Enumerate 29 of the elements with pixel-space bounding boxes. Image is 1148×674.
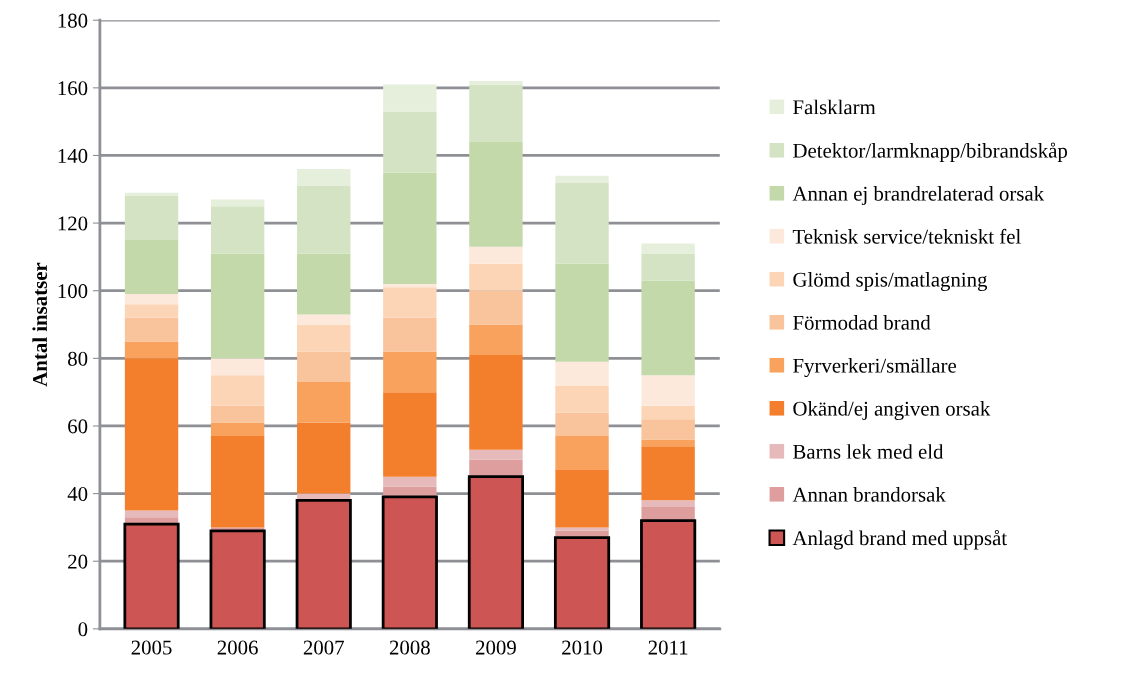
y-tick-label: 60 <box>68 419 88 434</box>
y-axis-title: Antal insatser <box>32 262 48 387</box>
legend-label: Barns lek med eld <box>793 444 944 459</box>
x-tick-label: 2007 <box>303 640 344 655</box>
legend-label: Teknisk service/tekniskt fel <box>792 228 1021 244</box>
legend-label: Falsklarm <box>793 99 876 115</box>
y-tick-label: 100 <box>58 284 88 299</box>
x-tick-label: 2011 <box>648 640 688 655</box>
x-tick-label: 2009 <box>476 640 516 655</box>
x-tick-label: 2006 <box>217 640 258 655</box>
legend-label: Annan brandorsak <box>792 487 946 502</box>
legend-label: Fyrverkeri/smällare <box>793 358 957 378</box>
legend-label: Detektor/larmknapp/bibrandskåp <box>793 142 1068 163</box>
y-tick-label: 20 <box>68 554 88 569</box>
y-tick-label: 120 <box>58 216 88 231</box>
x-tick-label: 2005 <box>131 640 172 655</box>
y-tick-label: 140 <box>58 148 88 163</box>
y-tick-label: 80 <box>68 351 88 366</box>
legend-label: Okänd/ej angiven orsak <box>793 401 991 421</box>
legend-label: Annan ej brandrelaterad orsak <box>792 186 1045 205</box>
legend-label: Glömd spis/matlagning <box>793 272 988 291</box>
legend-label: Förmodad brand <box>793 315 931 330</box>
legend-label: Anlagd brand med uppsåt <box>792 529 1007 550</box>
y-tick-label: 40 <box>67 486 88 502</box>
y-tick-label: 180 <box>58 13 88 28</box>
y-tick-label: 160 <box>58 81 88 96</box>
x-tick-label: 2010 <box>562 640 603 655</box>
y-tick-label: 0 <box>78 622 88 637</box>
x-tick-label: 2008 <box>389 640 430 655</box>
